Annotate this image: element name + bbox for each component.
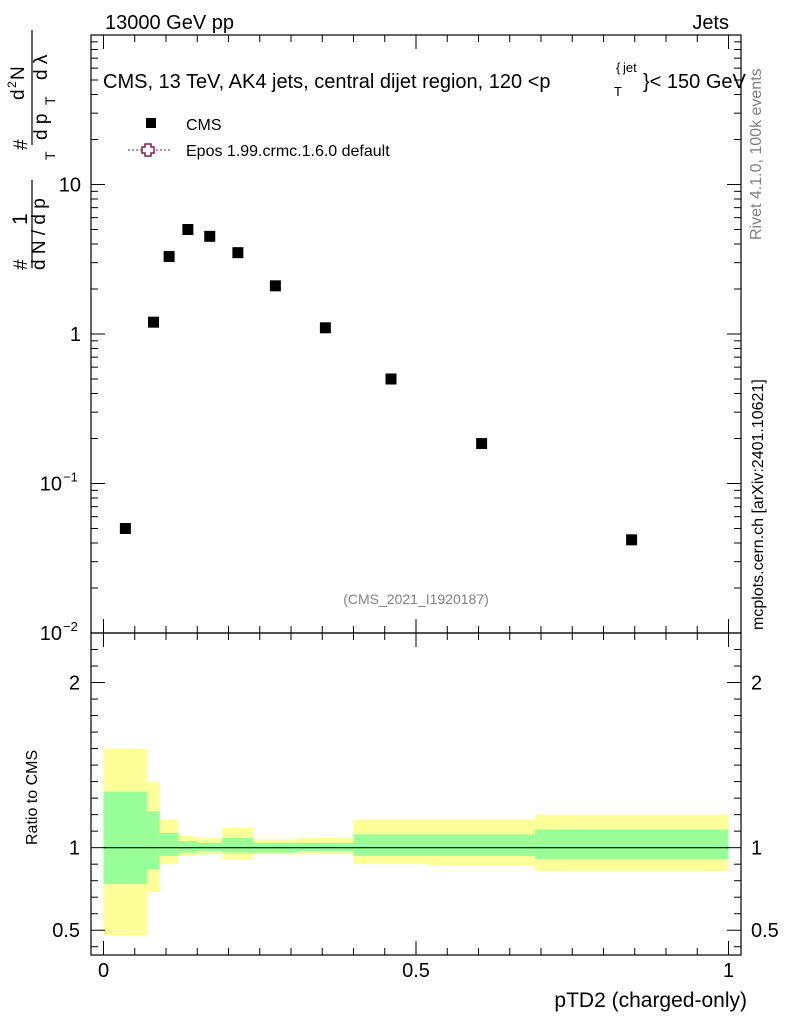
cms-data-point [269, 280, 281, 292]
ratio-plot-frame [90, 632, 742, 956]
y-label-hash: # [11, 259, 32, 270]
ratio-axes: 0.5 0.5 1 1 2 2 0 0.5 1 [52, 632, 779, 982]
cms-data-point [204, 230, 216, 242]
ratio-band-inner [103, 791, 148, 884]
ratio-band-inner [353, 834, 429, 856]
y-tick-label: 10 [59, 175, 81, 197]
x-tick-label: 1 [723, 960, 734, 982]
x-axis-label: pTD2 (charged-only) [554, 989, 747, 1012]
y-tick-label-base: 10 [40, 474, 62, 496]
y-tick-label-exp: −2 [63, 619, 78, 634]
x-tick-label: 0 [98, 960, 109, 982]
y-label-dp-t: T [42, 96, 58, 105]
y-label-num-n: N [8, 66, 29, 80]
y-label-dp: d p [31, 114, 52, 140]
ratio-band-inner [222, 837, 254, 853]
rivet-version: Rivet 4.1.0, 100k events [748, 68, 765, 240]
title-main: CMS, 13 TeV, AK4 jets, central dijet reg… [103, 71, 551, 93]
cms-data-point [476, 438, 488, 450]
analysis-watermark: (CMS_2021_I1920187) [343, 591, 489, 607]
cms-data-point [182, 224, 194, 236]
y-tick-label-base: 10 [40, 623, 62, 645]
legend-cms-marker [146, 118, 156, 128]
ratio-band-inner [159, 832, 179, 856]
y-tick-label-exp: −1 [63, 470, 78, 485]
main-y-axis-label: # 1 d N / d p T # d p T d λ d 2 N [5, 30, 58, 270]
ratio-bands [103, 748, 729, 936]
ratio-y-tick-label-right: 2 [751, 673, 762, 695]
y-label-num-sq: 2 [5, 81, 19, 88]
ratio-y-tick-label-left: 2 [69, 673, 80, 695]
y-label-num-d: d [8, 89, 29, 100]
y-label-denominator: d N / d p [29, 198, 50, 270]
ratio-y-tick-label-right: 0.5 [751, 920, 779, 942]
cms-data-point [232, 247, 244, 259]
cms-data-point [148, 316, 159, 328]
y-label-hash2: # [11, 139, 32, 150]
ratio-band-inner [178, 841, 198, 853]
y-label-one: 1 [9, 213, 32, 225]
ratio-y-axis-label: Ratio to CMS [24, 750, 41, 845]
cms-data-point [319, 322, 331, 334]
y-tick-label: 1 [70, 324, 81, 346]
ratio-band-inner [428, 834, 535, 856]
x-tick-label: 0.5 [402, 960, 430, 982]
title-superscript: jet [622, 60, 637, 75]
legend-cms-label: CMS [186, 117, 222, 134]
ratio-y-tick-label-right: 1 [751, 838, 762, 860]
title-tail: }< 150 GeV [643, 71, 747, 93]
plot-title: CMS, 13 TeV, AK4 jets, central dijet reg… [103, 60, 747, 99]
mcplots-credit: mcplots.cern.ch [arXiv:2401.10621] [750, 379, 767, 630]
y-label-denom-t: T [42, 151, 58, 160]
cms-data-point [385, 373, 397, 385]
cms-data-point [119, 523, 131, 535]
title-brace: { [616, 60, 621, 75]
ratio-band-inner [534, 829, 729, 860]
y-label-dl: d λ [31, 54, 52, 80]
ratio-y-tick-label-left: 0.5 [52, 920, 80, 942]
header-left: 13000 GeV pp [105, 12, 234, 34]
ratio-y-tick-label-left: 1 [69, 838, 80, 860]
legend-mc-label: Epos 1.99.crmc.1.6.0 default [186, 143, 390, 160]
title-subscript: T [614, 84, 622, 99]
header-right: Jets [692, 12, 729, 34]
ratio-band-inner [297, 842, 354, 851]
cms-data-point [626, 534, 638, 546]
ratio-band-inner [197, 842, 223, 851]
main-data-points [119, 224, 638, 546]
legend: CMS Epos 1.99.crmc.1.6.0 default [128, 117, 390, 160]
legend-mc-marker [141, 143, 155, 157]
ratio-band-inner [147, 811, 160, 870]
cms-data-point [163, 250, 175, 262]
